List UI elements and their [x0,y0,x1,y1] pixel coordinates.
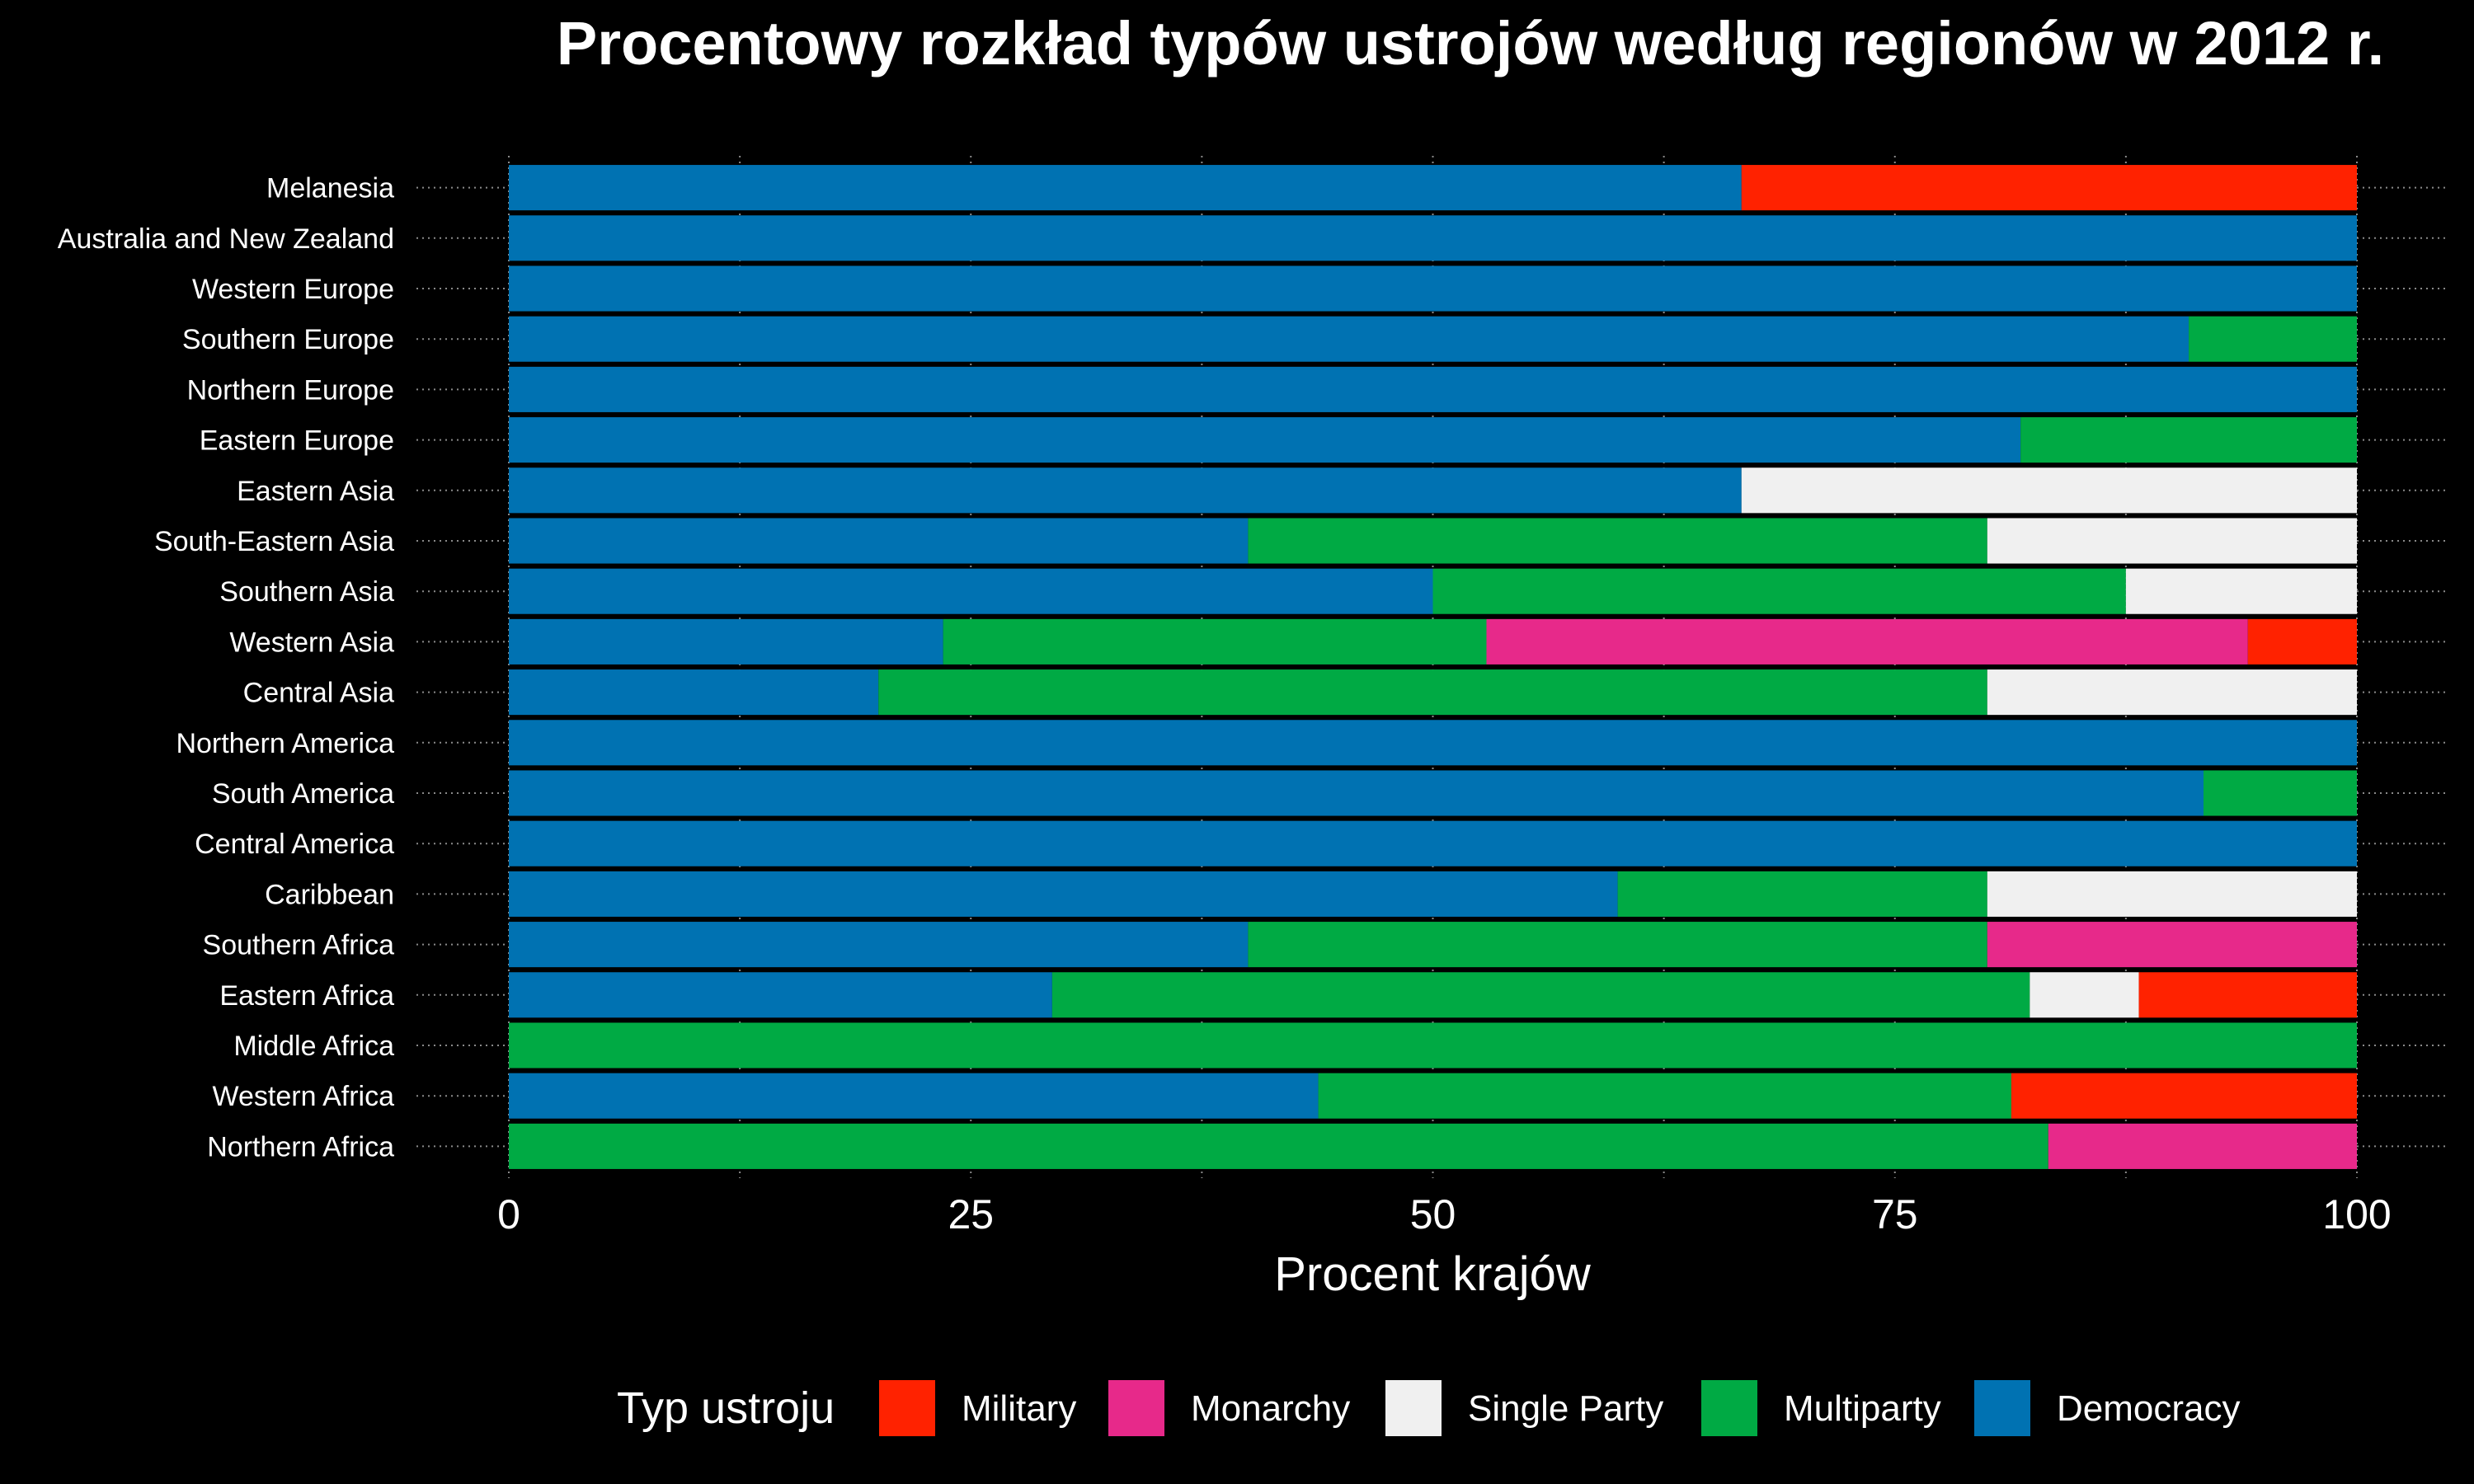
bar-segment [1248,922,1987,968]
y-tick-label: South America [212,778,394,810]
legend-label: Military [962,1388,1076,1429]
bar-segment [1987,518,2357,564]
x-tick-label: 0 [497,1191,520,1237]
bar-segment [509,922,1249,968]
bar-segment [1987,871,2357,917]
y-tick-label: South-Eastern Asia [154,526,394,557]
bar-segment [2189,316,2357,362]
legend-label: Democracy [2057,1388,2241,1429]
y-tick-label: Western Africa [213,1081,395,1112]
bar-segment [509,417,2021,463]
x-tick-label: 25 [948,1191,994,1237]
bar-segment [2138,972,2357,1018]
bar-segment [509,215,2357,261]
bar-segment [509,770,2204,816]
legend-label: Single Party [1468,1388,1663,1429]
bar-segment [1987,922,2357,968]
bar-segment [509,820,2357,866]
legend-swatch [1108,1380,1164,1436]
bar-segment [509,972,1052,1018]
y-tick-label: Australia and New Zealand [58,223,394,255]
y-tick-label: Eastern Africa [219,980,394,1012]
bar-segment [509,1022,2357,1068]
y-tick-label: Eastern Europe [200,425,394,457]
bar-segment [509,720,2357,766]
y-tick-label: Southern Europe [182,324,394,355]
bar-segment [509,467,1742,514]
bar-segment [509,165,1742,211]
bar-segment [509,568,1433,614]
bar-segment [1248,518,1987,564]
y-tick-label: Middle Africa [233,1031,394,1062]
bars [509,165,2357,1169]
y-axis-labels: Melanesia Australia and New Zealand Wester… [58,173,394,1163]
y-tick-label: Central Asia [243,678,394,709]
y-tick-label: Central America [195,829,394,860]
legend-label: Multiparty [1784,1388,1941,1429]
bar-segment [509,316,2189,362]
legend-title: Typ ustroju [617,1383,835,1433]
legend-swatch [1385,1380,1442,1436]
y-tick-label: Caribbean [265,879,394,910]
y-tick-label: Southern Asia [219,576,394,608]
bar-segment [509,618,943,665]
y-tick-label: Melanesia [266,173,394,204]
bar-segment [509,265,2357,312]
x-tick-label: 50 [1410,1191,1456,1237]
legend-swatch [879,1380,935,1436]
bar-segment [1741,467,2357,514]
bar-segment [509,518,1249,564]
y-tick-label: Eastern Asia [237,476,394,507]
bar-segment [878,669,1987,716]
bar-segment [2247,618,2357,665]
x-tick-label: 75 [1872,1191,1918,1237]
y-tick-label: Northern Europe [187,374,394,406]
x-tick-label: 100 [2322,1191,2391,1237]
y-tick-label: Western Asia [229,627,394,658]
chart-title: Procentowy rozkład typów ustrojów według… [557,9,2384,77]
bar-segment [509,1123,2048,1169]
legend-swatch [1974,1380,2030,1436]
x-axis-ticks: 0 25 50 75 100 [497,1191,2392,1237]
bar-segment [2020,417,2357,463]
bar-segment [1987,669,2357,716]
y-tick-label: Southern Africa [203,930,395,961]
bar-segment [509,366,2357,412]
bar-segment [2030,972,2139,1018]
legend-swatch [1701,1380,1757,1436]
y-tick-label: Northern America [176,728,394,759]
bar-segment [1486,618,2248,665]
bar-segment [2203,770,2357,816]
bar-segment [509,1073,1319,1119]
bar-segment [509,871,1618,917]
y-tick-label: Western Europe [192,274,394,305]
bar-segment [1051,972,2030,1018]
x-axis-label: Procent krajów [1274,1247,1592,1301]
bar-segment [1318,1073,2011,1119]
bar-segment [2048,1123,2357,1169]
bar-segment [2125,568,2357,614]
bar-segment [1432,568,2126,614]
legend-label: Monarchy [1191,1388,1350,1429]
bar-segment [943,618,1487,665]
y-tick-label: Northern Africa [207,1131,394,1162]
bar-segment [2011,1073,2357,1119]
bar-segment [1617,871,1987,917]
bar-segment [509,669,879,716]
bar-segment [1741,165,2357,211]
legend: Typ ustroju Military Monarchy Single Party M… [617,1380,2241,1436]
grid-lines [416,156,2449,1178]
